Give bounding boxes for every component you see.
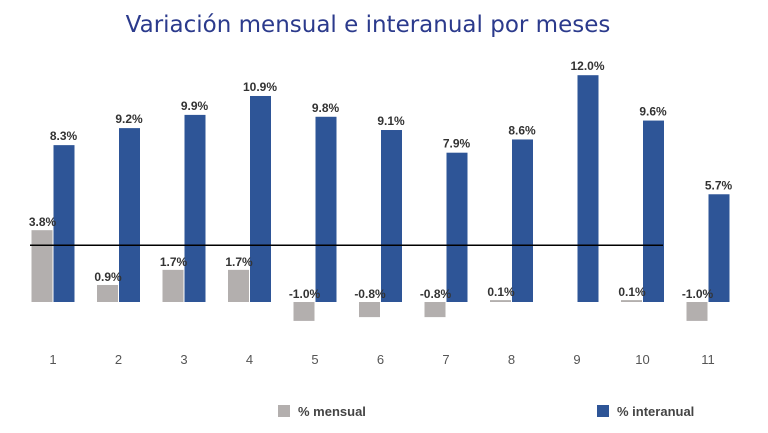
bar-interanual-6	[381, 130, 402, 302]
x-tick-1: 1	[49, 352, 56, 367]
x-tick-7: 7	[442, 352, 449, 367]
bar-interanual-11	[708, 194, 730, 302]
x-tick-9: 9	[573, 352, 580, 367]
label-mensual-10: 0.1%	[618, 285, 646, 299]
label-interanual-10: 9.6%	[639, 105, 667, 119]
label-mensual-3: 1.7%	[160, 255, 188, 269]
legend-label-interanual: % interanual	[617, 404, 694, 419]
bar-mensual-2	[97, 284, 118, 302]
x-tick-labels: 1 2 3 4 5 6 7 8 9 10 11	[49, 352, 714, 367]
label-mensual-2: 0.9%	[94, 270, 122, 284]
bar-interanual-10	[643, 120, 664, 302]
x-tick-3: 3	[180, 352, 187, 367]
bar-mensual-5	[293, 302, 315, 321]
bars-layer	[31, 75, 730, 321]
bar-mensual-1	[31, 230, 53, 302]
x-tick-10: 10	[635, 352, 649, 367]
label-mensual-8: 0.1%	[487, 285, 515, 299]
label-interanual-6: 9.1%	[377, 114, 405, 128]
label-interanual-8: 8.6%	[508, 123, 536, 137]
bar-interanual-9	[577, 75, 599, 302]
label-mensual-4: 1.7%	[225, 255, 253, 269]
label-interanual-11: 5.7%	[705, 178, 733, 192]
bar-interanual-7	[446, 152, 468, 302]
label-mensual-6: -0.8%	[354, 287, 386, 301]
label-interanual-7: 7.9%	[443, 137, 471, 151]
legend-swatch-mensual	[278, 405, 290, 417]
x-tick-4: 4	[246, 352, 253, 367]
bar-interanual-8	[512, 139, 533, 302]
label-interanual-3: 9.9%	[181, 99, 209, 113]
x-tick-11: 11	[701, 352, 715, 367]
legend-label-mensual: % mensual	[298, 404, 366, 419]
label-interanual-4: 10.9%	[243, 80, 277, 94]
label-interanual-2: 9.2%	[115, 112, 143, 126]
bar-mensual-3	[162, 269, 184, 302]
x-tick-2: 2	[115, 352, 122, 367]
x-tick-6: 6	[377, 352, 384, 367]
bar-mensual-8	[490, 300, 511, 302]
bar-interanual-2	[119, 128, 140, 302]
bar-mensual-6	[359, 302, 380, 318]
x-tick-8: 8	[508, 352, 515, 367]
label-mensual-11: -1.0%	[682, 287, 714, 301]
label-interanual-9: 12.0%	[570, 59, 604, 73]
bar-mensual-4	[228, 269, 249, 302]
bar-interanual-5	[315, 116, 337, 302]
label-mensual-7: -0.8%	[420, 287, 452, 301]
x-tick-5: 5	[311, 352, 318, 367]
label-mensual-1: 3.8%	[29, 215, 57, 229]
bar-mensual-7	[424, 302, 446, 318]
bar-mensual-11	[686, 302, 708, 321]
bar-interanual-4	[250, 95, 271, 303]
legend: % mensual % interanual	[278, 404, 694, 419]
label-interanual-5: 9.8%	[312, 101, 340, 115]
bar-interanual-3	[184, 114, 206, 302]
legend-swatch-interanual	[597, 405, 609, 417]
bar-interanual-1	[53, 145, 75, 302]
label-interanual-1: 8.3%	[50, 129, 78, 143]
chart-title: Variación mensual e interanual por meses	[126, 12, 611, 38]
label-mensual-5: -1.0%	[289, 287, 321, 301]
bar-mensual-10	[621, 300, 642, 302]
data-labels-layer: 3.8% 8.3% 0.9% 9.2% 1.7% 9.9% 1.7% 10.9% -1.0% 9.…	[29, 59, 733, 301]
